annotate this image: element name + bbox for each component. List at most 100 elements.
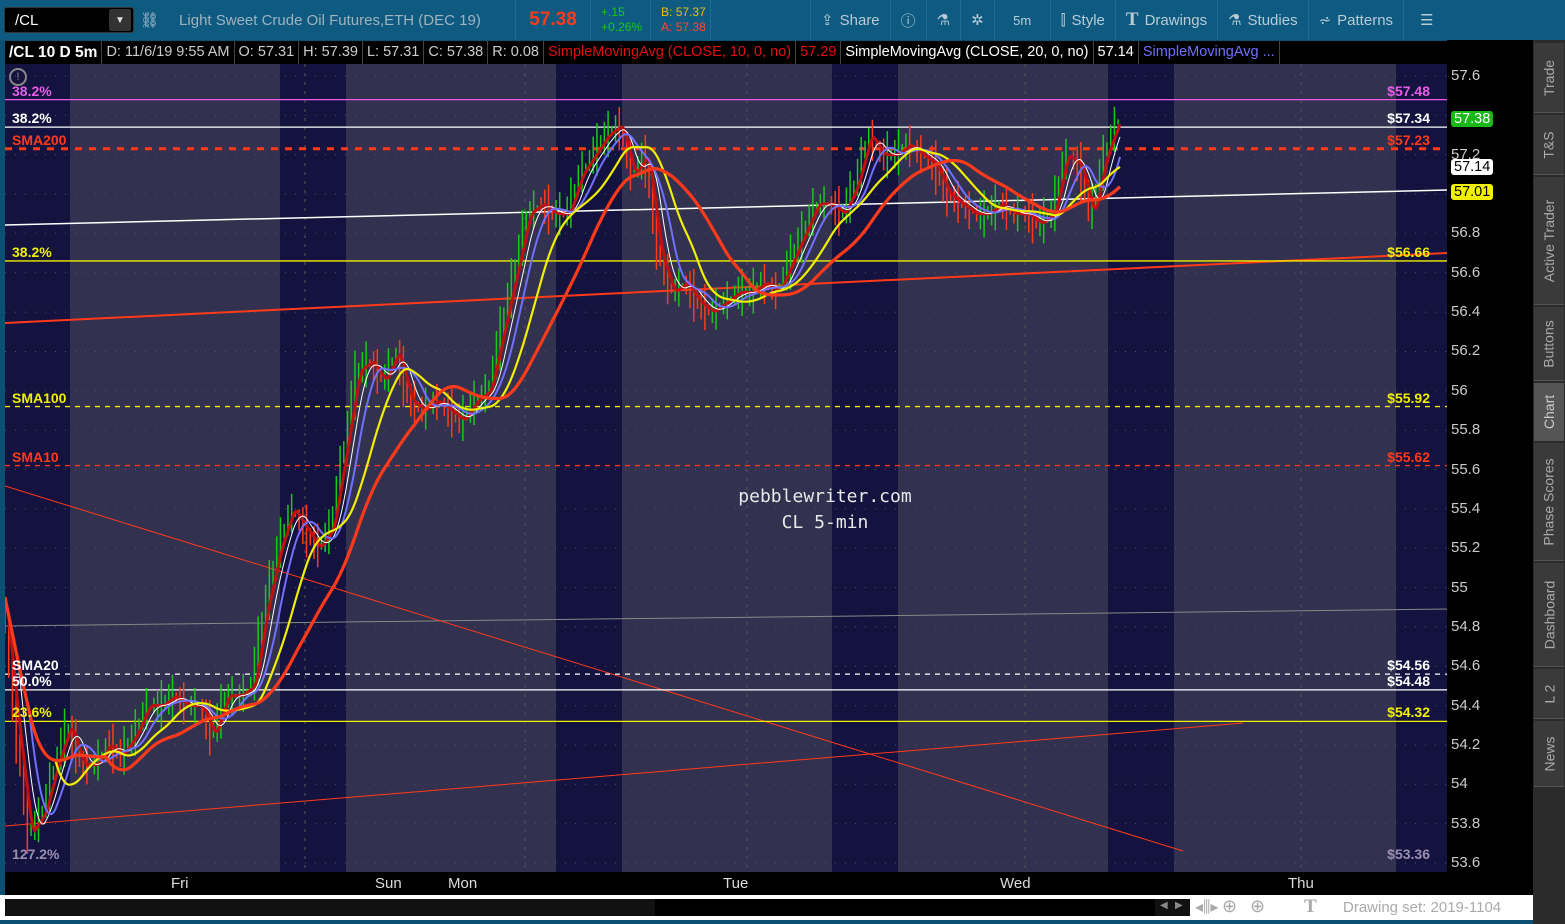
- sma-white-line: [5, 129, 1121, 825]
- price-chart[interactable]: 38.2% $57.48 38.2% $57.34 SMA200 $57.23 38.2% $…: [5, 64, 1447, 872]
- drawing-set[interactable]: Drawing set: 2019-1104: [1343, 899, 1502, 916]
- chevron-down-icon[interactable]: ▼: [109, 9, 131, 31]
- scrollbar-thumb[interactable]: [655, 899, 1155, 916]
- scroll-left-icon[interactable]: ◀: [1160, 900, 1168, 911]
- time-tick-label: Sun: [375, 875, 402, 892]
- side-tab-chart[interactable]: Chart: [1534, 383, 1564, 441]
- level-price-label: $55.92: [1387, 389, 1430, 406]
- price-tick-label: 53.6: [1451, 854, 1481, 871]
- level-label: 23.6%: [12, 704, 52, 721]
- style-button[interactable]: ⫿ Style: [1049, 0, 1115, 40]
- symbol-description: Light Sweet Crude Oil Futures,ETH (DEC 1…: [179, 11, 481, 29]
- side-tab-dashboard[interactable]: Dashboard: [1534, 563, 1564, 667]
- studies-button[interactable]: ⚗ Studies: [1217, 0, 1308, 40]
- drawings-button[interactable]: T Drawings: [1114, 0, 1217, 40]
- level-label: 38.2%: [12, 243, 52, 260]
- side-tab-label: L 2: [1540, 684, 1557, 703]
- price-tick-label: 56.2: [1451, 342, 1481, 360]
- side-tab-trade[interactable]: Trade: [1534, 43, 1564, 113]
- price-tick-label: 54.6: [1451, 657, 1481, 675]
- price-tick-label: 54.4: [1451, 696, 1481, 714]
- trendline: [5, 189, 1447, 226]
- chart-canvas[interactable]: [5, 64, 1447, 872]
- trendline: [5, 722, 1244, 827]
- chart-info-bar: /CL 10 D 5m D: 11/6/19 9:55 AM O: 57.31 …: [5, 41, 1447, 64]
- bar-date: D: 11/6/19 9:55 AM: [102, 41, 235, 64]
- text-t-icon[interactable]: T: [1304, 896, 1317, 917]
- lab-button[interactable]: ⚗: [925, 0, 960, 40]
- time-tick-label: Tue: [723, 875, 749, 892]
- level-label: 38.2%: [12, 110, 52, 127]
- settings-button[interactable]: ✲: [960, 0, 994, 40]
- price-tick-label: 55.8: [1451, 421, 1481, 439]
- trendline: [5, 608, 1447, 627]
- study-sma10[interactable]: SimpleMovingAvg (CLOSE, 10, 0, no): [544, 41, 797, 64]
- net-change: +.15 +0.26%: [590, 0, 650, 40]
- side-tab-label: Trade: [1541, 59, 1557, 96]
- trendline: [5, 252, 1447, 324]
- chart-title: /CL 10 D 5m: [5, 41, 103, 64]
- price-badge: 57.14: [1451, 158, 1494, 175]
- side-tab-label: Buttons: [1541, 319, 1558, 368]
- bid-value: B: 57.37: [661, 5, 706, 19]
- menu-button[interactable]: ☰: [1403, 0, 1449, 40]
- price-badge: 57.38: [1451, 111, 1494, 128]
- overnight-session-band: [1396, 64, 1447, 872]
- zoom-icon[interactable]: ⊕: [1250, 896, 1266, 916]
- info-button[interactable]: ⓘ: [889, 0, 926, 40]
- time-tick-label: Wed: [1000, 875, 1031, 892]
- crosshair-icon[interactable]: ⊕: [1222, 896, 1238, 916]
- time-tick-label: Mon: [448, 875, 478, 892]
- link-icon[interactable]: ⛓: [140, 12, 160, 29]
- last-price: 57.38: [515, 0, 590, 40]
- symbol-value: /CL: [15, 11, 39, 29]
- price-tick-label: 56.8: [1451, 224, 1481, 242]
- change-value: +.15: [601, 5, 625, 19]
- price-tick-label: 56: [1451, 381, 1468, 399]
- flask-icon: ⚗: [1228, 12, 1242, 29]
- share-button[interactable]: ⇪ Share: [810, 0, 890, 40]
- level-price-label: $55.62: [1387, 448, 1430, 465]
- scroll-right-icon[interactable]: ▶: [1175, 900, 1183, 911]
- ask-value: A: 57.38: [661, 20, 706, 34]
- price-tick-label: 55.6: [1451, 460, 1481, 478]
- bar-low: L: 57.31: [363, 41, 425, 64]
- study-sma20-value: 57.14: [1094, 41, 1139, 64]
- overnight-session-band: [556, 64, 622, 872]
- side-tab-label: Chart: [1541, 394, 1558, 429]
- time-axis[interactable]: Fri Sun Mon Tue Wed Thu: [5, 872, 1447, 895]
- side-tab-active-trader[interactable]: Active Trader: [1534, 177, 1564, 305]
- expand-icon[interactable]: ◂⫼▸: [1195, 899, 1219, 916]
- study-sma-more[interactable]: SimpleMovingAvg ...: [1139, 41, 1280, 64]
- overnight-session-band: [280, 64, 346, 872]
- symbol-selector[interactable]: /CL ▼: [4, 7, 134, 33]
- level-price-label: $54.48: [1387, 672, 1430, 689]
- gear-icon: ✲: [971, 12, 984, 29]
- study-sma20[interactable]: SimpleMovingAvg (CLOSE, 20, 0, no): [841, 41, 1094, 64]
- patterns-button[interactable]: ⩫ Patterns: [1307, 0, 1403, 40]
- horizontal-scrollbar[interactable]: ◀ ▶: [5, 899, 1190, 916]
- price-badge: 57.01: [1451, 184, 1494, 201]
- share-icon: ⇪: [821, 12, 834, 29]
- side-tab-label: News: [1541, 735, 1558, 772]
- side-tab-t-s[interactable]: T&S: [1534, 115, 1564, 175]
- text-t-icon: T: [1125, 9, 1139, 30]
- flask-icon: ⚗: [936, 12, 951, 29]
- info-icon: ⓘ: [900, 12, 916, 30]
- side-tab-buttons[interactable]: Buttons: [1534, 307, 1564, 381]
- level-label: SMA10: [12, 448, 59, 465]
- level-label: SMA100: [12, 389, 67, 406]
- side-tab-label: Phase Scores: [1541, 457, 1558, 546]
- price-tick-label: 55.4: [1451, 499, 1481, 517]
- alert-icon[interactable]: !: [9, 68, 27, 86]
- price-tick-label: 54: [1451, 775, 1468, 793]
- side-tab-news[interactable]: News: [1534, 721, 1564, 787]
- level-label: 38.2%: [12, 82, 52, 99]
- timeframe-button[interactable]: 5m: [993, 0, 1050, 40]
- level-price-label: $57.34: [1387, 110, 1430, 127]
- watermark: pebblewriter.com CL 5-min: [738, 486, 912, 533]
- side-tab-l-2[interactable]: L 2: [1534, 669, 1564, 719]
- price-axis[interactable]: 57.6 57.2 56.8 56.6 56.4 56.2 56 55.8 55.6 55.4 55…: [1447, 40, 1533, 895]
- level-price-label: $54.32: [1387, 704, 1430, 721]
- side-tab-phase-scores[interactable]: Phase Scores: [1534, 443, 1564, 561]
